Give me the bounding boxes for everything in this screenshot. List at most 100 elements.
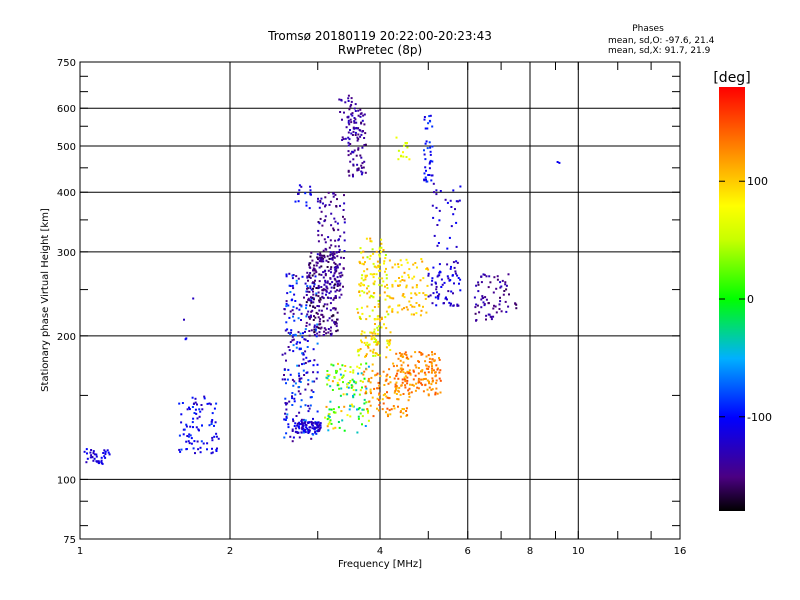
x-tick-label: 16 <box>674 546 687 557</box>
data-point <box>405 410 408 412</box>
data-point <box>351 112 354 115</box>
data-point <box>188 408 191 411</box>
data-point <box>386 342 389 345</box>
data-point <box>309 262 312 265</box>
data-point <box>350 97 353 100</box>
data-point <box>213 424 215 427</box>
data-point <box>313 324 316 327</box>
data-point <box>292 305 295 308</box>
data-point <box>395 381 398 384</box>
data-point <box>310 389 313 392</box>
data-point <box>336 289 338 292</box>
data-point <box>178 448 181 451</box>
data-point <box>354 134 357 136</box>
data-point <box>357 109 360 112</box>
data-point <box>359 389 362 392</box>
data-point <box>455 260 458 263</box>
data-point <box>324 241 327 244</box>
data-point <box>349 415 352 418</box>
data-point <box>331 389 334 391</box>
data-point <box>283 308 286 310</box>
data-point <box>347 121 350 124</box>
data-point <box>341 364 344 367</box>
data-point <box>198 429 200 432</box>
data-point <box>97 460 100 463</box>
data-point <box>285 300 288 303</box>
data-point <box>196 417 199 420</box>
data-point <box>348 138 351 141</box>
data-point <box>440 286 443 288</box>
data-point <box>317 221 320 223</box>
data-point <box>414 292 417 295</box>
data-point <box>321 258 324 261</box>
data-point <box>413 275 416 278</box>
data-point <box>302 353 305 356</box>
data-point <box>334 426 337 429</box>
stats-line-o: mean, sd,O: -97.6, 21.4 <box>608 36 715 46</box>
data-point <box>377 299 380 302</box>
data-point <box>292 350 295 353</box>
data-point <box>360 173 363 176</box>
data-point <box>290 329 293 332</box>
data-point <box>332 298 335 301</box>
data-point <box>311 296 314 299</box>
data-point <box>334 239 337 242</box>
data-point <box>336 280 339 283</box>
data-point <box>191 406 194 408</box>
data-point <box>307 297 310 300</box>
data-point <box>405 284 408 287</box>
data-point <box>373 387 376 390</box>
data-point <box>329 254 332 257</box>
data-point <box>281 353 284 356</box>
data-point <box>388 259 391 262</box>
data-point <box>315 335 318 338</box>
data-point <box>305 426 308 429</box>
data-point <box>406 370 409 373</box>
data-point <box>428 357 431 360</box>
data-point <box>425 355 428 358</box>
data-point <box>334 290 337 293</box>
data-point <box>198 415 201 418</box>
data-point <box>378 248 381 250</box>
data-point <box>431 353 434 356</box>
data-point <box>434 371 436 374</box>
data-point <box>291 392 294 394</box>
data-point <box>305 201 308 204</box>
data-point <box>400 384 403 387</box>
data-point <box>397 149 400 152</box>
data-point <box>318 254 321 257</box>
data-point <box>435 282 437 285</box>
data-point <box>366 408 369 410</box>
data-point <box>336 255 339 258</box>
data-point <box>353 393 356 396</box>
data-point <box>421 383 424 386</box>
data-point <box>285 417 288 419</box>
data-point <box>365 353 368 356</box>
data-point <box>398 352 401 355</box>
data-point <box>292 420 295 423</box>
data-point <box>480 275 483 278</box>
data-point <box>319 297 322 300</box>
data-point <box>195 412 198 415</box>
data-point <box>431 174 434 177</box>
data-point <box>427 272 430 275</box>
data-point <box>401 275 404 278</box>
data-point <box>406 382 409 385</box>
data-point <box>338 279 341 282</box>
data-point <box>369 240 372 243</box>
data-point <box>370 335 373 338</box>
data-point <box>410 355 413 358</box>
data-point <box>431 388 434 391</box>
data-point <box>376 407 378 410</box>
data-point <box>373 328 376 331</box>
data-point <box>284 329 287 332</box>
data-point <box>314 328 317 331</box>
data-point <box>193 402 195 405</box>
data-point <box>313 426 316 429</box>
data-point <box>353 120 356 123</box>
data-point <box>312 433 315 436</box>
data-point <box>388 295 391 298</box>
data-point <box>388 342 391 345</box>
data-point <box>446 298 448 301</box>
data-point <box>348 381 351 384</box>
